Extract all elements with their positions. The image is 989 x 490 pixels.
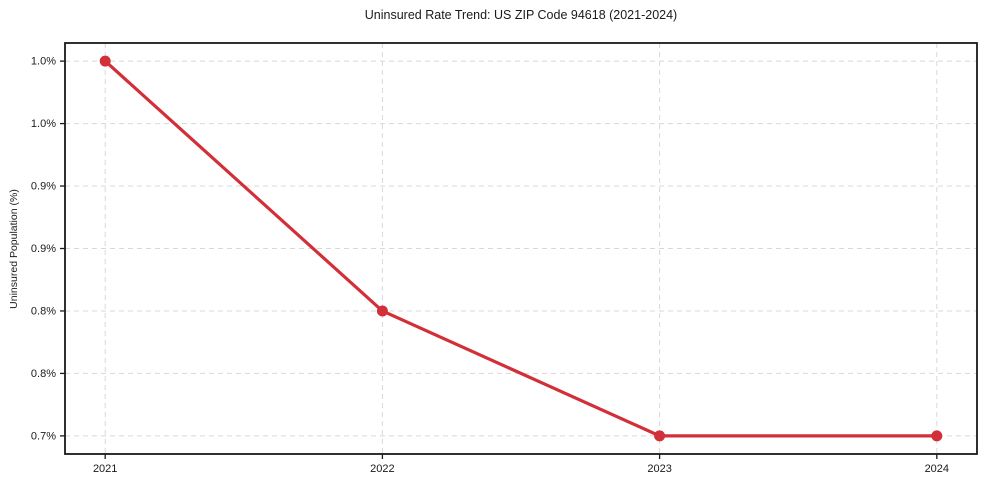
series-uninsured-rate [99,55,943,442]
data-point-marker [931,430,943,442]
x-tick-label: 2024 [925,463,949,475]
data-point-marker [654,430,666,442]
y-tick-label: 0.9% [31,181,56,193]
y-tick-label: 0.8% [31,368,56,380]
gridlines [65,43,977,454]
y-tick-label: 1.0% [31,56,56,68]
x-tick-label: 2021 [93,463,117,475]
axis-ticks: 0.7% 0.8% 0.8% 0.9% 0.9% 1.0% 1.0% 2021 2022 2023… [31,56,949,475]
y-tick-label: 0.8% [31,305,56,317]
chart-title: Uninsured Rate Trend: US ZIP Code 94618 … [364,8,678,22]
data-point-marker [99,55,111,67]
y-tick-label: 0.9% [31,243,56,255]
trend-line [103,59,939,438]
y-tick-label: 0.7% [31,430,56,442]
x-tick-label: 2023 [647,463,671,475]
y-tick-label: 1.0% [31,118,56,130]
x-tick-label: 2022 [370,463,394,475]
data-point-marker [376,305,388,317]
